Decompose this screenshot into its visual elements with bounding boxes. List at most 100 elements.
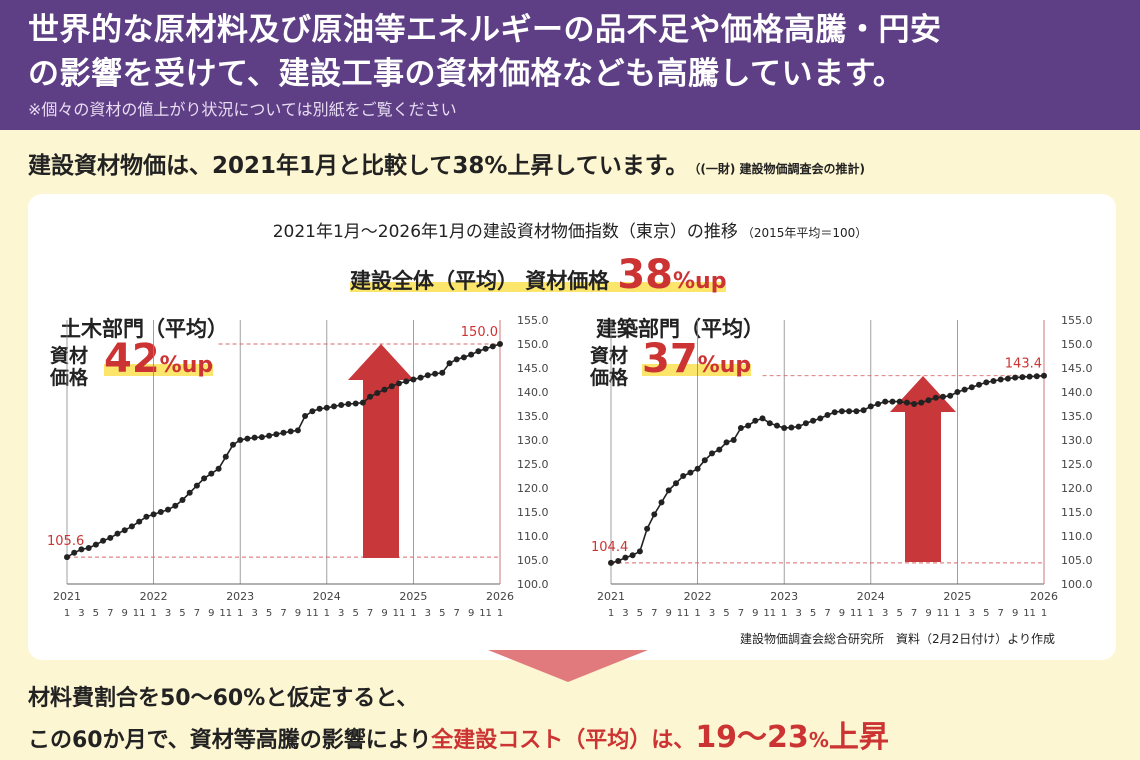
data-point-civil [424,372,431,379]
x-year-label-civil: 2025 [399,590,427,603]
x-year-label-civil: 2023 [226,590,254,603]
start-value-label-building: 104.4 [591,540,628,555]
data-point-civil [323,404,330,411]
data-point-building [961,386,968,393]
x-month-label-civil: 1 [64,608,70,619]
data-point-building [896,398,903,405]
pct-building-number: 37 [642,336,698,382]
data-point-building [644,525,651,532]
data-point-civil [497,341,503,347]
data-point-civil [165,506,171,513]
series-line-building [610,374,1045,564]
data-point-building [737,425,744,431]
y-tick-label-building: 135.0 [1061,410,1093,423]
x-month-label-building: 1 [781,608,787,619]
x-month-label-civil: 11 [219,608,232,619]
data-point-civil [64,554,70,561]
x-month-label-building: 9 [752,608,758,619]
data-point-building [940,393,946,400]
x-month-label-civil: 7 [367,608,373,619]
up-arrow-icon-civil [348,344,414,558]
data-point-civil [453,356,460,363]
y-tick-label-civil: 115.0 [517,506,549,519]
data-point-civil [121,527,128,534]
x-year-label-building: 2024 [857,590,885,603]
x-month-label-building: 11 [1023,608,1036,619]
y-tick-label-building: 120.0 [1061,482,1093,495]
x-month-label-civil: 5 [352,608,358,619]
data-point-building [990,378,997,384]
data-point-civil [172,502,179,509]
data-point-civil [78,546,85,553]
x-year-label-civil: 2021 [53,590,81,603]
data-point-building [1026,373,1033,380]
x-month-label-civil: 9 [295,608,301,619]
x-month-label-civil: 9 [381,608,387,619]
data-point-civil [273,431,280,438]
data-point-civil [345,401,352,407]
chart-name-building: 建築部門（平均） [596,317,764,341]
data-point-civil [432,370,439,377]
data-point-civil [258,434,265,441]
x-month-label-civil: 3 [338,608,344,619]
overall-label: 建設全体（平均） 資材価格 [350,269,610,293]
data-point-civil [237,437,244,443]
y-tick-label-civil: 100.0 [517,578,549,591]
x-year-label-building: 2023 [770,590,798,603]
data-point-civil [475,348,482,355]
data-point-civil [71,549,78,556]
y-tick-label-civil: 155.0 [517,314,549,327]
data-point-civil [316,405,323,412]
x-month-label-civil: 3 [425,608,431,619]
data-point-building [694,465,701,472]
header-line-2: の影響を受けて、建設工事の資材価格なども高騰しています。 [28,56,905,92]
x-month-label-building: 3 [709,608,715,619]
data-point-civil [367,393,374,400]
y-tick-label-civil: 110.0 [517,530,549,543]
x-month-label-building: 5 [896,608,902,619]
data-point-civil [287,428,294,435]
x-year-label-civil: 2024 [313,590,341,603]
y-tick-label-civil: 145.0 [517,362,549,375]
x-month-label-building: 9 [1012,608,1018,619]
data-point-civil [222,453,229,460]
y-tick-label-civil: 150.0 [517,338,549,351]
header-line-1: 世界的な原材料及び原油等エネルギーの品不足や価格高騰・円安 [28,12,942,48]
data-point-building [911,401,918,407]
footer-red-text: 全建設コスト（平均）は、 [431,728,696,753]
x-month-label-civil: 7 [107,608,113,619]
x-month-label-building: 5 [983,608,989,619]
data-point-building [651,511,658,518]
x-month-label-civil: 1 [324,608,330,619]
x-month-label-building: 1 [694,608,700,619]
overall-highlight [350,282,727,292]
x-month-label-building: 11 [937,608,950,619]
data-point-building [875,401,881,407]
source-note: 建設物価調査会総合研究所 資料（2月2日付け）より作成 [740,632,1056,646]
lead-text: 建設資材物価は、2021年1月と比較して38%上昇しています。 （(一財) 建設物… [28,146,865,180]
data-point-building [968,384,975,391]
data-point-building [1012,374,1019,381]
chart-name-civil: 土木部門（平均） [60,317,228,341]
x-month-label-civil: 9 [122,608,128,619]
x-month-label-civil: 11 [479,608,492,619]
data-point-building [709,450,715,457]
footer-line-1: 材料費割合を50～60%と仮定すると、 [28,686,419,711]
footer-pct-sign: % [808,728,829,752]
x-month-label-building: 9 [839,608,845,619]
data-point-civil [381,386,388,393]
x-year-label-building: 2025 [943,590,971,603]
lead-main: 建設資材物価は、2021年1月と比較して38%上昇しています。 [28,153,689,179]
x-month-label-building: 5 [810,608,816,619]
pct-civil-highlight [104,364,214,376]
data-point-building [954,389,961,395]
x-month-label-civil: 3 [251,608,257,619]
data-point-building [976,381,982,388]
data-point-civil [193,482,200,489]
data-point-civil [107,534,114,541]
data-point-building [680,473,687,479]
data-point-building [673,480,679,487]
data-point-civil [201,475,208,482]
data-point-building [730,437,737,443]
